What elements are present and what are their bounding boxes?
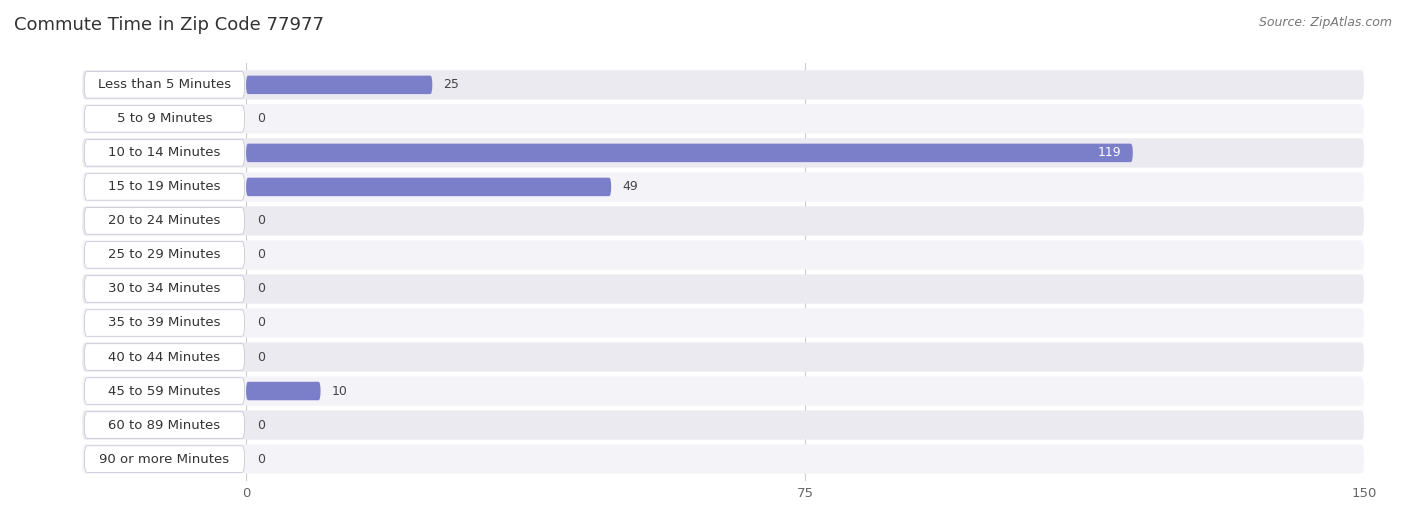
FancyBboxPatch shape <box>84 140 245 166</box>
FancyBboxPatch shape <box>84 344 245 370</box>
Text: 0: 0 <box>257 350 266 363</box>
Text: 0: 0 <box>257 248 266 262</box>
Text: 119: 119 <box>1098 146 1122 160</box>
Text: 0: 0 <box>257 282 266 295</box>
Text: 0: 0 <box>257 452 266 465</box>
Text: Commute Time in Zip Code 77977: Commute Time in Zip Code 77977 <box>14 16 323 33</box>
FancyBboxPatch shape <box>82 377 1364 406</box>
Text: 0: 0 <box>257 214 266 228</box>
Text: 35 to 39 Minutes: 35 to 39 Minutes <box>108 316 221 329</box>
FancyBboxPatch shape <box>82 343 1364 372</box>
Text: 49: 49 <box>623 180 638 194</box>
Text: Source: ZipAtlas.com: Source: ZipAtlas.com <box>1258 16 1392 29</box>
FancyBboxPatch shape <box>82 138 1364 167</box>
FancyBboxPatch shape <box>84 412 245 438</box>
FancyBboxPatch shape <box>246 76 433 94</box>
FancyBboxPatch shape <box>84 174 245 200</box>
FancyBboxPatch shape <box>84 378 245 404</box>
Text: 40 to 44 Minutes: 40 to 44 Minutes <box>108 350 221 363</box>
FancyBboxPatch shape <box>82 275 1364 303</box>
FancyBboxPatch shape <box>82 241 1364 269</box>
Text: 10: 10 <box>332 384 347 397</box>
FancyBboxPatch shape <box>82 445 1364 474</box>
FancyBboxPatch shape <box>84 208 245 234</box>
FancyBboxPatch shape <box>84 72 245 98</box>
FancyBboxPatch shape <box>82 206 1364 235</box>
Text: 0: 0 <box>257 418 266 431</box>
Text: 25 to 29 Minutes: 25 to 29 Minutes <box>108 248 221 262</box>
FancyBboxPatch shape <box>82 172 1364 201</box>
Text: 45 to 59 Minutes: 45 to 59 Minutes <box>108 384 221 397</box>
FancyBboxPatch shape <box>82 70 1364 99</box>
Text: 15 to 19 Minutes: 15 to 19 Minutes <box>108 180 221 194</box>
FancyBboxPatch shape <box>82 309 1364 338</box>
FancyBboxPatch shape <box>84 106 245 132</box>
FancyBboxPatch shape <box>84 242 245 268</box>
Text: 20 to 24 Minutes: 20 to 24 Minutes <box>108 214 221 228</box>
FancyBboxPatch shape <box>82 104 1364 133</box>
Text: 60 to 89 Minutes: 60 to 89 Minutes <box>108 418 221 431</box>
Text: 25: 25 <box>443 78 460 92</box>
Text: 0: 0 <box>257 112 266 126</box>
Text: 30 to 34 Minutes: 30 to 34 Minutes <box>108 282 221 295</box>
Text: 90 or more Minutes: 90 or more Minutes <box>100 452 229 465</box>
FancyBboxPatch shape <box>246 178 612 196</box>
FancyBboxPatch shape <box>246 382 321 400</box>
FancyBboxPatch shape <box>84 446 245 472</box>
Text: Less than 5 Minutes: Less than 5 Minutes <box>98 78 231 92</box>
FancyBboxPatch shape <box>84 310 245 336</box>
FancyBboxPatch shape <box>82 411 1364 440</box>
Text: 10 to 14 Minutes: 10 to 14 Minutes <box>108 146 221 160</box>
Text: 5 to 9 Minutes: 5 to 9 Minutes <box>117 112 212 126</box>
FancyBboxPatch shape <box>246 144 1133 162</box>
Text: 0: 0 <box>257 316 266 329</box>
FancyBboxPatch shape <box>84 276 245 302</box>
